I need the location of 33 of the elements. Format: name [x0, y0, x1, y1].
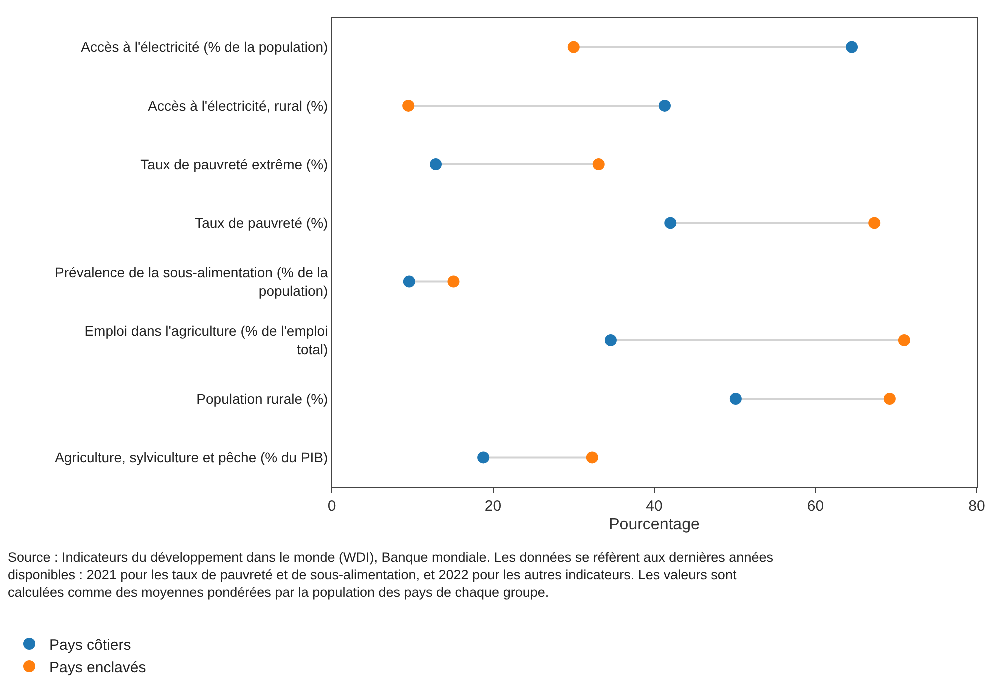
y-tick-label: Emploi dans l'agriculture (% de l'emploi total)	[84, 323, 328, 358]
y-tick-label: Taux de pauvreté extrême (%)	[140, 156, 328, 172]
x-axis-title: Pourcentage	[609, 516, 700, 534]
x-tick-label: 60	[807, 498, 824, 515]
point	[402, 100, 415, 112]
point	[403, 276, 416, 288]
point	[730, 393, 742, 406]
y-tick-label: Population rurale (%)	[196, 390, 328, 407]
x-tick-label: 0	[328, 498, 336, 515]
point	[448, 276, 460, 288]
x-tick-label: 80	[968, 498, 986, 515]
point	[898, 334, 910, 346]
point	[430, 158, 442, 171]
y-tick-label: Prévalence de la sous-alimentation (% de la population)	[55, 264, 328, 299]
y-tick-label: Taux de pauvreté (%)	[195, 215, 328, 232]
x-tick-label: 40	[646, 498, 663, 515]
point	[568, 41, 580, 54]
y-tick-label: Accès à l'électricité, rural (%)	[148, 98, 328, 114]
point	[658, 100, 671, 112]
point	[664, 217, 677, 230]
legend-label: Pays côtiers	[50, 636, 132, 654]
point	[592, 158, 605, 171]
point	[846, 41, 858, 54]
source-note: Source : Indicateurs du développement dans le monde (WDI), Banque mondiale. Les données se réfèrent aux dernières années disponibles : 2021 pour les taux de pauvreté et de sous-alimentation, et 2022 pour les autres indicateurs. Les valeurs sont calculées comme des moyennes pondérées par la population des pays de chaque groupe.	[8, 550, 774, 600]
y-tick-label: Agriculture, sylviculture et pêche (% du PIB)	[55, 450, 328, 466]
point	[604, 334, 617, 346]
point	[884, 393, 896, 406]
point	[868, 217, 881, 230]
y-tick-label: Accès à l'électricité (% de la population)	[81, 39, 328, 56]
legend-label: Pays enclavés	[50, 659, 146, 676]
point	[478, 452, 490, 464]
x-tick-label: 20	[484, 498, 502, 515]
point	[586, 452, 598, 464]
